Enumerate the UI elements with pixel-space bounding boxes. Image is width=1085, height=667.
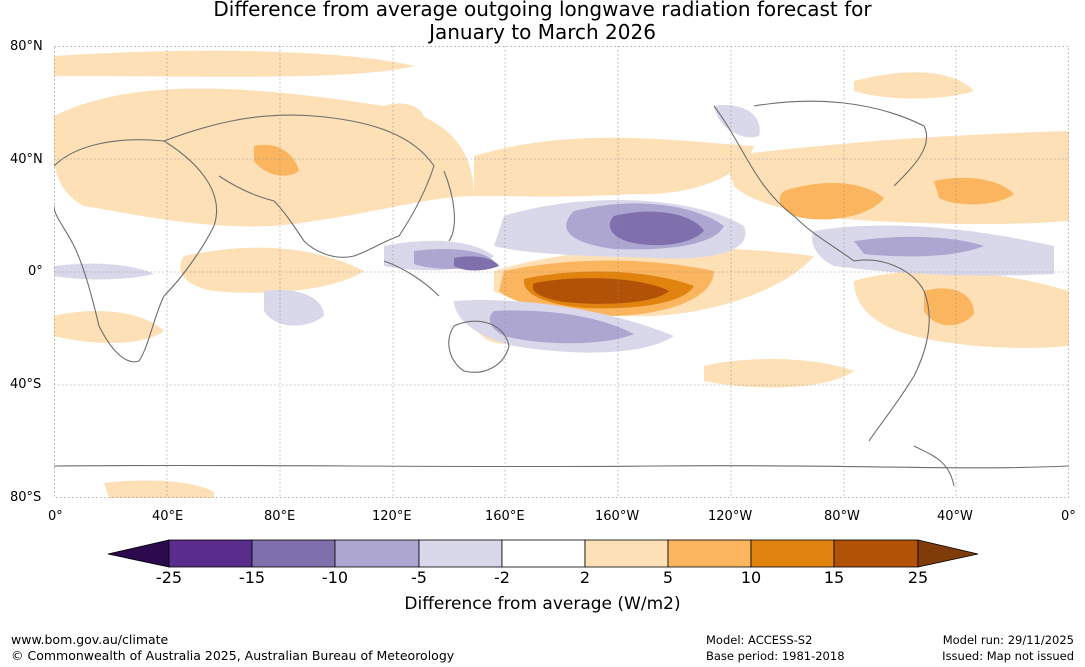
lon-label-160w: 160°W — [595, 509, 640, 524]
footer-model: Model: ACCESS-S2 — [706, 633, 813, 647]
lon-label-0-right: 0° — [1061, 509, 1076, 524]
colorbar-max-extend — [917, 539, 979, 568]
lon-label-160e: 160°E — [485, 509, 525, 524]
lat-label-40n: 40°N — [10, 152, 43, 167]
lat-label-80s: 80°S — [10, 490, 42, 505]
colorbar-tick-label: -2 — [494, 568, 510, 587]
colorbar-tick-label: 10 — [740, 568, 762, 587]
footer-copyright: © Commonwealth of Australia 2025, Austra… — [11, 648, 455, 663]
colorbar-segment-9 — [833, 539, 919, 568]
map-title: Difference from average outgoing longwav… — [0, 0, 1085, 44]
colorbar-segment-6 — [584, 539, 669, 568]
lon-label-120e: 120°E — [372, 509, 412, 524]
colorbar-tick-label: 15 — [823, 568, 845, 587]
colorbar-segment-3 — [334, 539, 420, 568]
colorbar-segment-5 — [501, 539, 586, 568]
lon-label-40e: 40°E — [152, 509, 184, 524]
lat-label-40s: 40°S — [10, 377, 42, 392]
colorbar-tick-label: -15 — [238, 568, 266, 587]
lon-label-120w: 120°W — [708, 509, 753, 524]
footer-base-period: Base period: 1981-2018 — [706, 649, 845, 663]
lon-label-0-left: 0° — [48, 509, 63, 524]
colorbar-segment-1 — [168, 539, 253, 568]
colorbar-tick-label: -5 — [411, 568, 427, 587]
colorbar-title: Difference from average (W/m2) — [404, 594, 681, 614]
coastlines — [54, 100, 1069, 487]
colorbar-min-extend — [107, 539, 170, 568]
graticule — [54, 46, 1069, 498]
colorbar-tick-label: 5 — [662, 568, 674, 587]
footer-website: www.bom.gov.au/climate — [11, 632, 169, 647]
positive-anomaly-extreme-layer — [532, 278, 669, 304]
lat-label-equator: 0° — [28, 264, 43, 279]
lat-label-80n: 80°N — [10, 39, 43, 54]
title-line-1: Difference from average outgoing longwav… — [213, 0, 872, 21]
anomaly-map — [54, 46, 1069, 498]
title-line-2: January to March 2026 — [429, 20, 656, 44]
colorbar-segment-8 — [750, 539, 835, 568]
lon-label-40w: 40°W — [937, 509, 973, 524]
colorbar-segment-7 — [667, 539, 752, 568]
colorbar-tick-label: -25 — [155, 568, 183, 587]
colorbar-tick-label: 25 — [907, 568, 929, 587]
lon-label-80e: 80°E — [264, 509, 296, 524]
colorbar-tick-label: 2 — [579, 568, 591, 587]
colorbar-segment-2 — [251, 539, 336, 568]
colorbar-segment-4 — [418, 539, 503, 568]
footer-model-run: Model run: 29/11/2025 — [942, 633, 1074, 647]
negative-anomaly-strong-layer — [454, 211, 704, 271]
colorbar-tick-label: -10 — [321, 568, 349, 587]
lon-label-80w: 80°W — [824, 509, 860, 524]
positive-anomaly-light-layer — [54, 50, 1069, 498]
footer-issued: Issued: Map not issued — [942, 649, 1074, 663]
